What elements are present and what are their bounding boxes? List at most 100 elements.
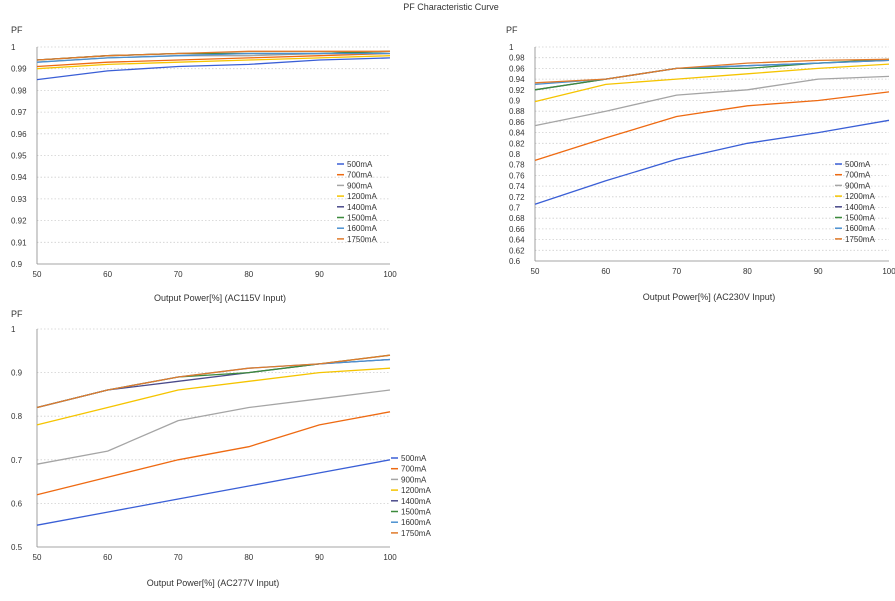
chart2-legend-label-1400mA: 1400mA [845,203,875,212]
chart2-x-tick-label: 60 [601,267,610,276]
chart2-y-tick-label: 0.64 [509,236,525,245]
chart2-x-axis-label: Output Power[%] (AC230V Input) [643,292,776,302]
chart3-series-line-1200mA [36,367,391,426]
chart2-legend-label-900mA: 900mA [845,181,871,190]
chart1-series-line-700mA [36,52,391,68]
chart2-y-tick-label: 0.96 [509,64,525,73]
chart2-x-tick-label: 90 [814,267,823,276]
chart3-x-tick-label: 90 [315,553,324,562]
chart1-legend-label-1750mA: 1750mA [347,235,377,244]
chart1-legend-label-1200mA: 1200mA [347,192,377,201]
chart1-x-tick-label: 80 [244,270,253,279]
chart3-x-tick-label: 80 [244,553,253,562]
chart1-legend-label-700mA: 700mA [347,171,373,180]
chart3-series-line-1600mA [36,358,391,409]
chart1-y-tick-label: 0.99 [11,65,27,74]
chart3-series-line-1400mA [36,358,391,409]
chart3-legend-label-1750mA: 1750mA [401,529,431,538]
chart2-x-tick-label: 50 [531,267,540,276]
chart2-x-tick-label: 80 [743,267,752,276]
chart1-legend-label-1500mA: 1500mA [347,214,377,223]
chart1-y-tick-label: 0.97 [11,108,27,117]
chart1-legend-label-1600mA: 1600mA [347,224,377,233]
chart2-y-tick-label: 0.74 [509,182,525,191]
chart3-x-tick-label: 60 [103,553,112,562]
chart2-series-line-1600mA [534,59,890,86]
chart2-y-tick-label: 0.92 [509,86,525,95]
chart1-y-tick-label: 0.91 [11,238,27,247]
chart3-series-line-1750mA [36,354,391,409]
chart1-y-tick-label: 0.92 [11,217,27,226]
chart2-y-tick-label: 0.7 [509,204,521,213]
chart2-y-tick-label: 0.8 [509,150,521,159]
chart3-legend-label-1500mA: 1500mA [401,508,431,517]
chart2-series-line-1400mA [534,59,890,91]
chart2-legend-label-700mA: 700mA [845,171,871,180]
chart3-legend-label-1400mA: 1400mA [401,497,431,506]
chart2-series-line-900mA [534,75,890,127]
chart1-x-tick-label: 90 [315,270,324,279]
chart1-x-tick-label: 70 [174,270,183,279]
chart2-y-tick-label: 0.68 [509,214,525,223]
chart2-y-tick-label: 0.72 [509,193,525,202]
chart2-y-tick-label: 0.84 [509,129,525,138]
chart3-y-tick-label: 0.8 [11,412,23,421]
chart1-x-axis-label: Output Power[%] (AC115V Input) [154,293,286,303]
chart3-legend-label-1600mA: 1600mA [401,518,431,527]
chart3-legend-label-700mA: 700mA [401,465,427,474]
chart1-legend-label-500mA: 500mA [347,160,373,169]
chart2-legend-label-500mA: 500mA [845,160,871,169]
chart3-y-tick-label: 0.5 [11,543,23,552]
chart1-legend-label-1400mA: 1400mA [347,203,377,212]
chart1-y-tick-label: 0.98 [11,86,27,95]
chart2-y-tick-label: 0.6 [509,257,521,266]
chart2-series-line-1500mA [534,58,890,91]
chart2-y-tick-label: 0.9 [509,97,521,106]
chart1-y-tick-label: 0.9 [11,260,23,269]
chart1-y-tick-label: 0.95 [11,152,27,161]
chart2-y-tick-label: 0.78 [509,161,525,170]
chart3-x-tick-label: 100 [383,553,397,562]
chart1-y-tick-label: 0.96 [11,130,27,139]
chart2-x-tick-label: 70 [672,267,681,276]
chart3-x-tick-label: 70 [174,553,183,562]
chart3-y-axis-label: PF [11,309,23,319]
chart3-y-tick-label: 0.6 [11,499,23,508]
chart1-y-tick-label: 0.93 [11,195,27,204]
chart1-y-tick-label: 1 [11,43,16,52]
chart2-legend-label-1500mA: 1500mA [845,214,875,223]
chart1-series-line-1750mA [36,50,390,61]
chart2-legend-label-1200mA: 1200mA [845,192,875,201]
chart1-y-tick-label: 0.94 [11,173,27,182]
chart2-y-axis-label: PF [506,25,518,35]
chart2-y-tick-label: 0.82 [509,139,525,148]
chart1-legend-label-900mA: 900mA [347,181,373,190]
chart3-series-line-900mA [36,389,391,465]
chart2-x-tick-label: 100 [882,267,895,276]
chart1-series-line-1600mA [36,52,390,63]
chart2-legend-label-1750mA: 1750mA [845,235,875,244]
chart2-y-tick-label: 0.88 [509,107,525,116]
chart1-series-line-1200mA [36,55,391,70]
chart2-y-tick-label: 0.76 [509,171,525,180]
chart2-y-tick-label: 0.66 [509,225,525,234]
chart3-series-line-500mA [36,459,391,526]
chart2-series-line-700mA [534,91,890,162]
chart3-y-tick-label: 0.7 [11,456,23,465]
chart2-y-tick-label: 1 [509,43,514,52]
chart2-y-tick-label: 0.94 [509,75,525,84]
chart3-legend-label-1200mA: 1200mA [401,486,431,495]
chart3-series-line-700mA [36,411,391,496]
chart1-x-tick-label: 50 [33,270,42,279]
chart3-legend-label-500mA: 500mA [401,454,427,463]
chart3-x-axis-label: Output Power[%] (AC277V Input) [147,578,280,588]
chart3-y-tick-label: 1 [11,325,16,334]
chart2-series-line-1200mA [534,63,890,103]
chart3-legend-label-900mA: 900mA [401,475,427,484]
chart1-series-line-500mA [36,57,391,81]
chart2-y-tick-label: 0.86 [509,118,525,127]
chart2-y-tick-label: 0.98 [509,54,525,63]
chart2-series-line-500mA [534,119,890,205]
